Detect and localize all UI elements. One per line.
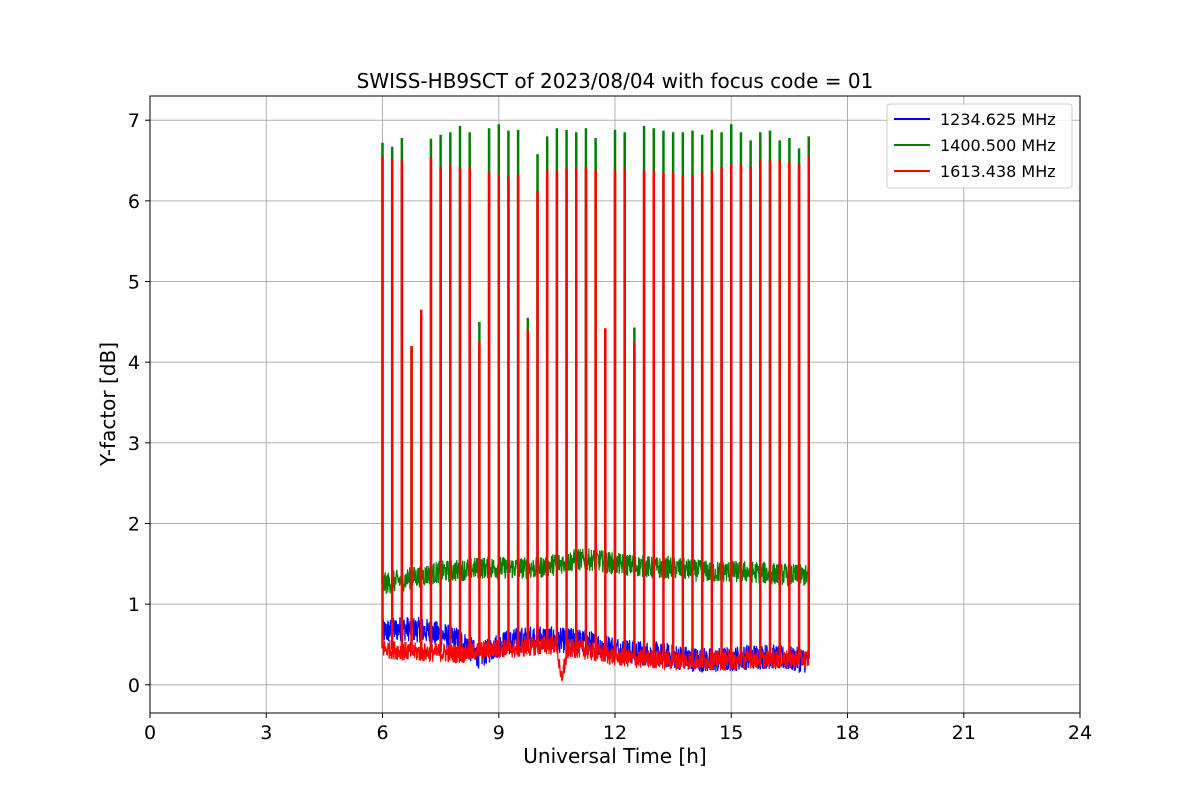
- legend: 1234.625 MHz 1400.500 MHz 1613.438 MHz: [886, 103, 1073, 189]
- x-tick-label: 12: [603, 722, 627, 744]
- y-tick-label: 4: [128, 352, 140, 374]
- x-axis-label: Universal Time [h]: [523, 744, 706, 768]
- x-tick-label: 3: [260, 722, 272, 744]
- series-noise-2: [381, 635, 810, 682]
- x-tick-label: 6: [376, 722, 388, 744]
- x-tick-label: 0: [144, 722, 156, 744]
- y-tick-label: 0: [128, 675, 140, 697]
- x-tick-label: 15: [719, 722, 743, 744]
- legend-entry-1234: 1234.625 MHz: [940, 110, 1056, 129]
- y-tick-label: 6: [128, 191, 140, 213]
- y-tick-label: 5: [128, 272, 140, 294]
- y-tick-label: 1: [128, 594, 140, 616]
- y-tick-label: 2: [128, 513, 140, 535]
- y-tick-label: 3: [128, 433, 140, 455]
- legend-entry-1613: 1613.438 MHz: [940, 162, 1056, 181]
- legend-box: [886, 103, 1073, 189]
- y-axis-label: Y-factor [dB]: [96, 342, 120, 467]
- x-tick-label: 24: [1068, 722, 1092, 744]
- chart-title: SWISS-HB9SCT of 2023/08/04 with focus co…: [357, 69, 874, 93]
- y-tick-label: 7: [128, 110, 140, 132]
- x-tick-label: 21: [952, 722, 976, 744]
- x-tick-label: 9: [493, 722, 505, 744]
- legend-entry-1400: 1400.500 MHz: [940, 136, 1056, 155]
- series-layer: [381, 124, 810, 682]
- x-tick-label: 18: [835, 722, 859, 744]
